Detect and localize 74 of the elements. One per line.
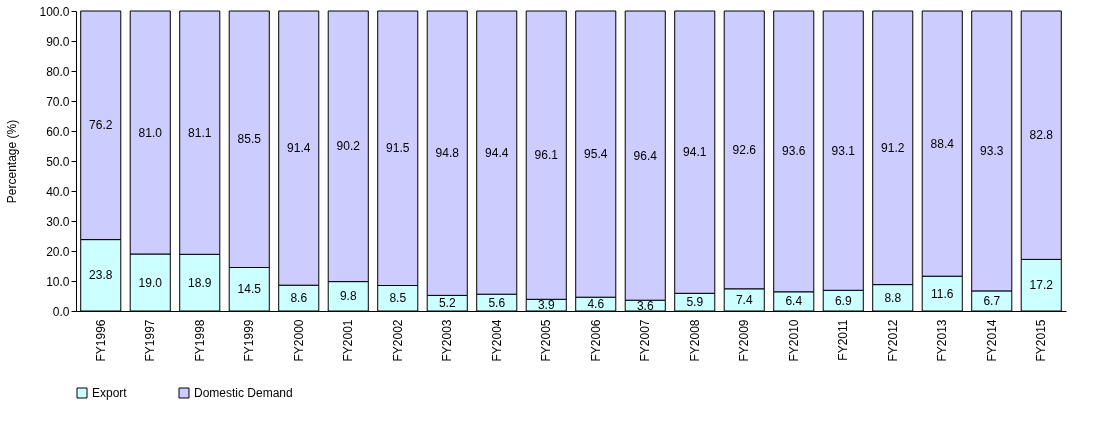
x-tick-label: FY2000 bbox=[291, 319, 306, 362]
x-tick-label: FY2014 bbox=[984, 319, 999, 362]
x-tick-label: FY2009 bbox=[737, 319, 752, 362]
x-tick-label: FY2008 bbox=[687, 319, 702, 362]
y-tick-label: 80.0 bbox=[46, 64, 70, 79]
data-label: 6.9 bbox=[834, 293, 852, 308]
data-label: 88.4 bbox=[930, 136, 955, 151]
x-tick-label: FY2003 bbox=[440, 319, 455, 362]
data-label: 95.4 bbox=[584, 147, 608, 162]
x-tick-label: FY2010 bbox=[786, 319, 801, 362]
x-tick-label: FY2013 bbox=[935, 319, 950, 362]
x-tick-label: FY2015 bbox=[1034, 319, 1049, 362]
y-tick-label: 90.0 bbox=[46, 34, 70, 49]
x-tick-label: FY2001 bbox=[341, 319, 356, 362]
y-tick-label: 10.0 bbox=[46, 274, 70, 289]
data-label: 6.4 bbox=[785, 294, 803, 309]
x-tick-label: FY2011 bbox=[836, 319, 851, 361]
data-label: 3.9 bbox=[537, 298, 555, 313]
data-label: 9.8 bbox=[339, 289, 357, 304]
data-label: 14.5 bbox=[237, 282, 262, 297]
data-label: 11.6 bbox=[931, 286, 954, 301]
y-tick-label: 100.0 bbox=[39, 4, 70, 19]
x-tick-label: FY2007 bbox=[638, 319, 653, 362]
x-tick-label: FY1996 bbox=[93, 319, 108, 362]
data-label: 8.6 bbox=[290, 291, 308, 306]
y-tick-label: 30.0 bbox=[46, 214, 70, 229]
x-tick-label: FY2002 bbox=[390, 319, 405, 362]
data-label: 91.4 bbox=[287, 141, 311, 156]
y-tick-label: 60.0 bbox=[46, 124, 70, 139]
data-label: 4.6 bbox=[587, 297, 605, 312]
data-label: 94.1 bbox=[683, 145, 707, 160]
data-label: 82.8 bbox=[1029, 128, 1054, 143]
data-label: 93.3 bbox=[980, 143, 1004, 158]
data-label: 90.2 bbox=[336, 139, 361, 154]
data-label: 7.4 bbox=[735, 292, 753, 307]
data-label: 76.2 bbox=[89, 118, 113, 133]
x-tick-label: FY2004 bbox=[489, 319, 504, 362]
x-tick-label: FY1997 bbox=[143, 319, 158, 362]
data-label: 91.5 bbox=[386, 141, 410, 156]
legend-label: Domestic Demand bbox=[194, 386, 293, 400]
data-label: 91.2 bbox=[881, 140, 905, 155]
x-tick-label: FY2006 bbox=[588, 319, 603, 362]
data-label: 94.4 bbox=[485, 145, 509, 160]
data-label: 3.6 bbox=[636, 298, 654, 313]
data-label: 92.6 bbox=[732, 142, 757, 157]
data-label: 8.5 bbox=[389, 291, 407, 306]
data-label: 81.1 bbox=[188, 125, 212, 140]
x-tick-label: FY1998 bbox=[192, 319, 207, 362]
y-tick-label: 0.0 bbox=[52, 304, 70, 319]
data-label: 5.9 bbox=[686, 295, 704, 310]
y-tick-label: 70.0 bbox=[46, 94, 70, 109]
x-tick-label: FY1999 bbox=[242, 319, 257, 362]
data-label: 93.6 bbox=[782, 144, 806, 159]
data-label: 93.1 bbox=[831, 143, 856, 158]
y-tick-label: 40.0 bbox=[46, 184, 70, 199]
y-tick-label: 50.0 bbox=[46, 154, 70, 169]
data-label: 17.2 bbox=[1029, 278, 1054, 293]
data-label: 6.7 bbox=[983, 293, 1001, 308]
data-label: 18.9 bbox=[188, 275, 212, 290]
data-label: 5.2 bbox=[438, 296, 456, 311]
data-label: 96.1 bbox=[534, 148, 559, 163]
y-axis-title: Percentage (%) bbox=[5, 119, 20, 204]
data-label: 85.5 bbox=[237, 132, 262, 147]
x-tick-label: FY2005 bbox=[539, 319, 554, 362]
data-label: 5.6 bbox=[488, 295, 506, 310]
data-label: 81.0 bbox=[138, 125, 163, 140]
data-label: 96.4 bbox=[633, 148, 658, 163]
data-label: 23.8 bbox=[89, 268, 113, 283]
legend-label: Export bbox=[92, 386, 128, 400]
data-label: 19.0 bbox=[138, 275, 163, 290]
y-tick-label: 20.0 bbox=[46, 244, 70, 259]
data-label: 8.8 bbox=[884, 290, 902, 305]
data-label: 94.8 bbox=[435, 146, 460, 161]
x-tick-label: FY2012 bbox=[885, 319, 900, 362]
